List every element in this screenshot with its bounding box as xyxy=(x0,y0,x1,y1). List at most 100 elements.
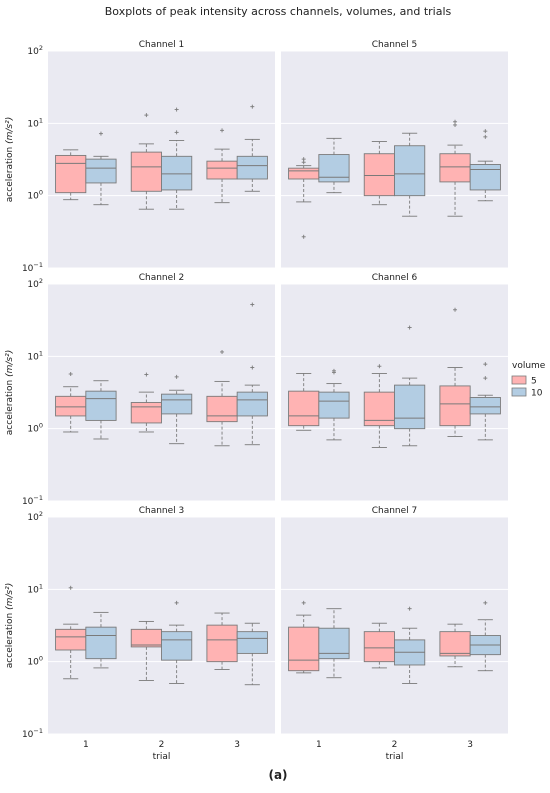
flier xyxy=(220,349,225,354)
box-trial-1-volume-10 xyxy=(318,608,350,679)
legend-swatch-5 xyxy=(511,375,527,385)
y-tick-label: 101 xyxy=(27,349,43,362)
box-body xyxy=(439,153,471,183)
y-tick-label: 100 xyxy=(27,189,43,202)
box-body xyxy=(394,384,426,430)
flier xyxy=(250,365,255,370)
box-trial-3-volume-5 xyxy=(206,128,238,204)
x-tick-label: 3 xyxy=(467,740,473,750)
box-trial-1-volume-10 xyxy=(85,611,117,669)
flier xyxy=(301,600,306,605)
flier xyxy=(483,129,488,134)
panel-channel-1: Channel 1 10−1 100 101 102 acceleration (m/s²… xyxy=(5,40,275,274)
box-trial-3-volume-5 xyxy=(439,119,471,217)
box-body xyxy=(288,626,320,672)
box-body xyxy=(130,151,162,192)
box-trial-3-volume-10 xyxy=(469,600,501,672)
box-trial-2-volume-5 xyxy=(130,372,162,433)
box-trial-3-volume-10 xyxy=(236,302,268,446)
panel-title: Channel 6 xyxy=(372,273,418,283)
box-trial-2-volume-10 xyxy=(161,374,193,445)
box-trial-1-volume-10 xyxy=(318,368,350,441)
flier xyxy=(174,107,179,112)
box-body xyxy=(55,154,87,194)
flier xyxy=(174,130,179,135)
flier xyxy=(144,113,149,118)
flier xyxy=(483,600,488,605)
panel-title: Channel 1 xyxy=(139,40,185,50)
y-axis-label: acceleration (m/s²) xyxy=(5,583,15,668)
box-body xyxy=(288,167,320,180)
box-body xyxy=(236,631,268,654)
figure-title: Boxplots of peak intensity across channe… xyxy=(105,5,452,18)
flier xyxy=(483,376,488,381)
legend-label-5: 5 xyxy=(531,377,537,387)
box-trial-3-volume-10 xyxy=(469,362,501,441)
y-axis-label: acceleration (m/s²) xyxy=(5,350,15,435)
box-trial-1-volume-5 xyxy=(288,600,320,674)
y-tick-label: 102 xyxy=(27,277,43,290)
box-body xyxy=(363,153,395,197)
box-body xyxy=(236,391,268,417)
box-body xyxy=(161,155,193,191)
panel-title: Channel 2 xyxy=(139,273,185,283)
x-tick-label: 2 xyxy=(392,740,398,750)
box-trial-2-volume-5 xyxy=(363,364,395,448)
panel-channel-6: Channel 6 xyxy=(281,273,508,502)
panel-title: Channel 3 xyxy=(139,506,185,516)
x-tick-label: 1 xyxy=(83,740,89,750)
box-trial-2-volume-10 xyxy=(161,600,193,684)
box-trial-3-volume-5 xyxy=(206,349,238,447)
flier xyxy=(174,374,179,379)
box-body xyxy=(318,154,350,183)
y-tick-label: 10−1 xyxy=(22,727,43,740)
panels: Channel 1 10−1 100 101 102 acceleration (m/s²… xyxy=(5,40,508,762)
box-body xyxy=(206,624,238,663)
y-tick-label: 10−1 xyxy=(22,261,43,274)
panel-background xyxy=(48,517,275,734)
panel-title: Channel 5 xyxy=(372,40,418,50)
box-body xyxy=(318,627,350,660)
flier xyxy=(453,119,458,124)
flier xyxy=(483,134,488,139)
box-body xyxy=(236,155,268,180)
flier xyxy=(98,131,103,136)
box-body xyxy=(85,390,117,421)
box-trial-3-volume-5 xyxy=(439,307,471,437)
panel-background xyxy=(281,517,508,734)
y-tick-label: 101 xyxy=(27,582,43,595)
box-body xyxy=(469,397,501,415)
panel-channel-5: Channel 5 xyxy=(281,40,508,269)
box-trial-2-volume-10 xyxy=(394,132,426,217)
legend-title: volume xyxy=(512,361,546,371)
x-axis-label: trial xyxy=(386,752,404,762)
flier xyxy=(483,362,488,367)
panel-channel-7: Channel 7 1 2 3 trial xyxy=(281,506,508,762)
box-body xyxy=(130,402,162,424)
flier xyxy=(453,307,458,312)
box-body xyxy=(288,390,320,427)
flier xyxy=(220,128,225,133)
box-trial-2-volume-5 xyxy=(363,141,395,206)
box-body xyxy=(439,385,471,427)
panel-channel-2: Channel 2 10−1 100 101 102 acceleration (m/s²… xyxy=(5,273,275,507)
x-tick-label: 2 xyxy=(159,740,165,750)
box-trial-2-volume-10 xyxy=(161,107,193,210)
flier xyxy=(331,368,336,373)
x-tick-label: 3 xyxy=(234,740,240,750)
box-body xyxy=(318,391,350,419)
box-body xyxy=(161,631,193,661)
y-tick-label: 101 xyxy=(27,116,43,129)
y-tick-label: 10−1 xyxy=(22,494,43,507)
box-trial-1-volume-10 xyxy=(318,137,350,194)
y-tick-label: 102 xyxy=(27,510,43,523)
box-trial-2-volume-10 xyxy=(394,325,426,447)
box-trial-3-volume-10 xyxy=(236,104,268,192)
box-trial-1-volume-10 xyxy=(85,380,117,440)
box-trial-1-volume-10 xyxy=(85,131,117,206)
box-trial-1-volume-5 xyxy=(55,149,87,201)
box-body xyxy=(85,626,117,660)
flier xyxy=(250,302,255,307)
